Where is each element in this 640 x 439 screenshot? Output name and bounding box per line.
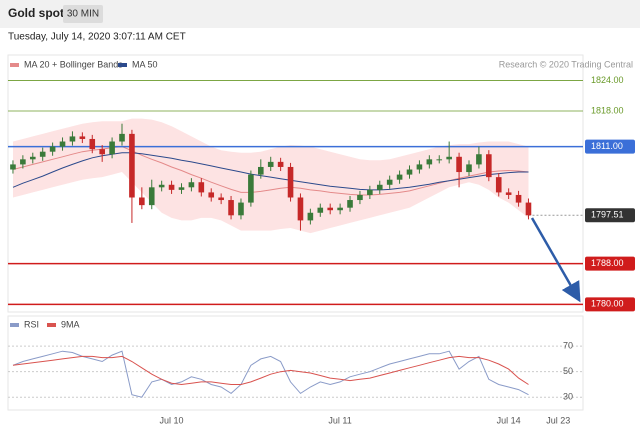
forecast-arrow xyxy=(530,217,581,303)
candle-body xyxy=(218,197,224,201)
legend-swatch xyxy=(118,63,127,67)
candle-body xyxy=(168,184,175,190)
candle-body xyxy=(258,166,264,175)
legend-label: MA 50 xyxy=(132,59,158,69)
bollinger-band xyxy=(13,118,529,234)
level-label: 1818.00 xyxy=(591,105,624,115)
date: Tuesday, July 14, 2020 3:07:11 AM CET xyxy=(8,32,186,43)
timeframe-box xyxy=(63,5,103,23)
chart-title: Gold spot xyxy=(8,6,64,20)
level-label: 1811.00 xyxy=(591,141,623,151)
credit: Research © 2020 Trading Central xyxy=(499,59,633,69)
candle-body xyxy=(10,164,16,170)
rsi-panel xyxy=(7,315,584,411)
candle-body xyxy=(20,159,26,165)
timeframe: 30 MIN xyxy=(67,9,99,20)
candle-body xyxy=(178,187,185,190)
candle-body xyxy=(39,151,46,157)
candle-body xyxy=(139,197,145,206)
candle-body xyxy=(466,164,472,173)
legend-swatch xyxy=(10,323,19,327)
candle-body xyxy=(79,136,86,139)
y-tick-label: 70 xyxy=(563,341,573,351)
level-box xyxy=(585,208,635,223)
candle-body xyxy=(515,194,522,203)
ma50-line xyxy=(12,152,529,191)
candle-body xyxy=(287,166,294,198)
candle-body xyxy=(277,161,284,167)
candle-body xyxy=(327,207,333,211)
candle-body xyxy=(486,154,492,178)
candle-body xyxy=(49,146,56,152)
x-tick-label: Jul 10 xyxy=(160,415,184,425)
candle-body xyxy=(426,159,433,165)
y-tick-label: 50 xyxy=(563,366,573,376)
candle-body xyxy=(248,174,254,203)
candle-body xyxy=(59,141,66,147)
candle-body xyxy=(367,189,373,195)
level-label: 1788.00 xyxy=(591,258,624,268)
candle-body xyxy=(446,156,452,160)
candle-body xyxy=(208,192,215,198)
legend-label: MA 20 + Bollinger Bands xyxy=(24,59,123,69)
plot: 1824.00 1818.00 1811.00 1797.51 1788.00 1780.… xyxy=(8,59,635,425)
legend-label: RSI xyxy=(24,319,39,329)
candle-body xyxy=(525,202,532,216)
candle-body xyxy=(416,164,423,170)
candle-body xyxy=(297,197,304,221)
candle-body xyxy=(317,207,324,213)
legend-swatch xyxy=(10,63,19,67)
candle-body xyxy=(99,149,105,155)
candle-body xyxy=(386,179,393,185)
rsi-line xyxy=(12,350,529,398)
candle-body xyxy=(357,194,363,201)
candle-body xyxy=(456,156,462,173)
candle-body xyxy=(347,200,353,208)
candle-body xyxy=(29,156,36,160)
candle-body xyxy=(396,174,403,180)
legend-label: 9MA xyxy=(61,319,80,329)
level-box xyxy=(585,139,635,154)
candle-body xyxy=(238,202,244,216)
candle-body xyxy=(69,136,76,142)
level-box xyxy=(585,256,635,271)
candle-body xyxy=(89,138,96,150)
level-label: 1824.00 xyxy=(591,75,624,85)
candle-body xyxy=(476,154,482,165)
candle-body xyxy=(228,200,234,216)
x-tick-label: Jul 23 xyxy=(546,415,570,425)
candle-body xyxy=(188,182,195,188)
level-label: 1780.00 xyxy=(591,299,624,309)
candle-body xyxy=(267,161,274,167)
candle-body xyxy=(307,212,314,221)
candle-body xyxy=(495,177,502,193)
candle-body xyxy=(406,169,413,175)
price-panel xyxy=(7,54,584,313)
level-box xyxy=(585,297,635,312)
x-tick-label: Jul 14 xyxy=(497,415,521,425)
candle-body xyxy=(337,207,343,211)
header-band xyxy=(0,0,640,28)
candle-body xyxy=(198,182,205,193)
candle-body xyxy=(129,133,135,198)
y-tick-label: 30 xyxy=(563,392,573,402)
level-label: 1797.51 xyxy=(591,210,624,220)
candle-body xyxy=(119,133,125,142)
x-tick-label: Jul 11 xyxy=(328,415,351,425)
candle-body xyxy=(109,141,115,155)
candle-body xyxy=(505,192,512,195)
candle-body xyxy=(148,187,155,206)
candle-body xyxy=(158,184,165,188)
candle-body xyxy=(436,159,443,161)
candle-body xyxy=(376,184,383,190)
rsi-line xyxy=(12,355,529,386)
ma20-line xyxy=(12,146,529,196)
legend-swatch xyxy=(47,323,56,327)
